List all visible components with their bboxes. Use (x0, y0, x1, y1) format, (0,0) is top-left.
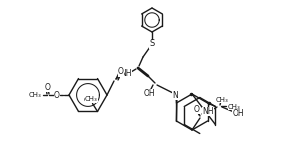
Text: CH₃: CH₃ (84, 97, 97, 103)
Text: NH: NH (202, 106, 214, 115)
Text: O: O (54, 91, 60, 100)
Text: O: O (194, 104, 200, 113)
Text: OH: OH (143, 89, 155, 98)
Text: N: N (172, 91, 178, 100)
Text: S: S (149, 40, 155, 49)
Text: CH₃: CH₃ (28, 92, 41, 98)
Text: CH₃: CH₃ (216, 97, 229, 103)
Text: NH: NH (120, 69, 132, 78)
Text: CH₃: CH₃ (85, 96, 98, 102)
Text: CH₃: CH₃ (228, 104, 241, 110)
Text: O: O (45, 82, 51, 92)
Text: O: O (118, 68, 124, 76)
Text: OH: OH (232, 109, 244, 117)
